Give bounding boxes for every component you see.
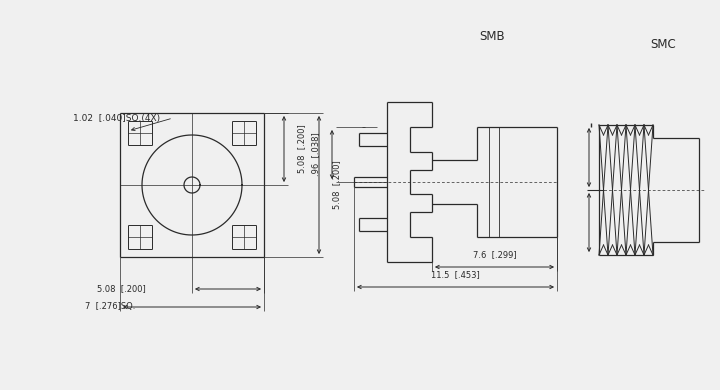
Text: .96  [.038]: .96 [.038] [312, 133, 320, 176]
Text: 7  [.276]SQ.: 7 [.276]SQ. [85, 303, 135, 312]
Text: 1.02  [.040]SQ.(4X): 1.02 [.040]SQ.(4X) [73, 113, 160, 122]
Text: SMB: SMB [480, 30, 505, 44]
Text: 5.08  [.200]: 5.08 [.200] [97, 284, 145, 294]
Text: SMC: SMC [650, 39, 676, 51]
Text: 5.08  [.200]: 5.08 [.200] [297, 125, 307, 174]
Text: 7.6  [.299]: 7.6 [.299] [473, 250, 516, 259]
Text: 11.5  [.453]: 11.5 [.453] [431, 271, 480, 280]
Text: 5.08  [.200]: 5.08 [.200] [333, 161, 341, 209]
